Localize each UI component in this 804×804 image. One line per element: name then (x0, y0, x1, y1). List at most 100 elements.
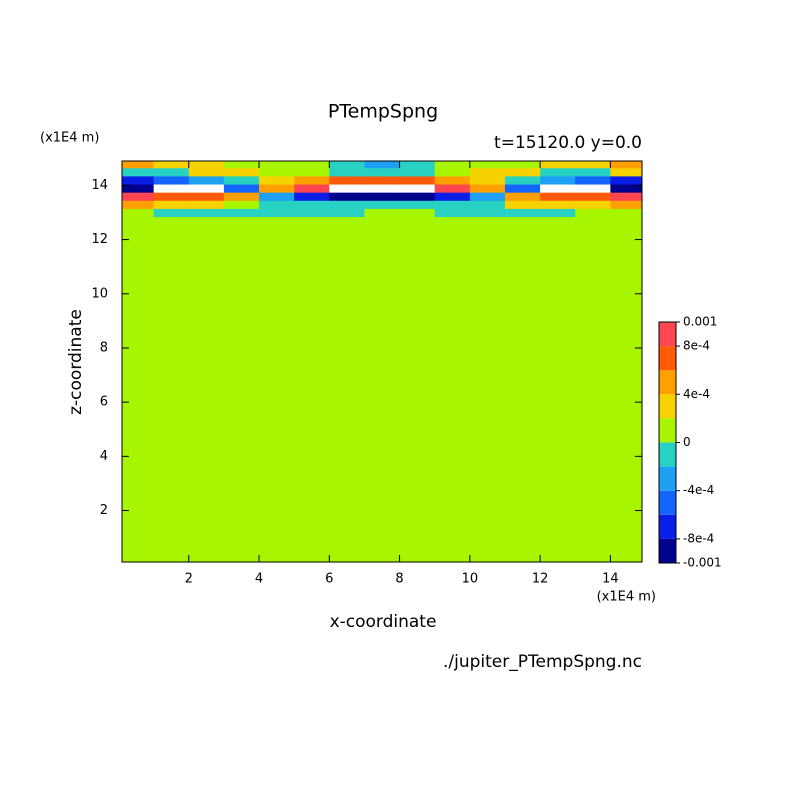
colorbar-label: 0 (683, 435, 691, 449)
x-tick-label: 8 (395, 572, 403, 587)
contour-cell (188, 208, 225, 218)
contour-cell (294, 184, 330, 193)
colorbar-band (659, 514, 676, 539)
contour-cell (504, 192, 541, 201)
contour-cell (259, 167, 295, 177)
contour-cell (399, 175, 436, 185)
contour-cell (540, 208, 576, 218)
contour-cell (122, 208, 155, 218)
plot-frame (121, 160, 643, 563)
contour-cell (259, 200, 295, 209)
contour-cell (329, 175, 365, 185)
chart-subtitle: t=15120.0 y=0.0 (494, 133, 642, 153)
contour-cell (504, 200, 541, 209)
colorbar-band (659, 466, 676, 491)
colorbar-band (659, 418, 676, 443)
contour-cell (259, 184, 295, 193)
contour-cell (575, 184, 611, 193)
contour-cell (434, 175, 471, 185)
contour-cell (188, 200, 225, 209)
colorbar-band (659, 346, 676, 371)
contour-cell (188, 175, 225, 185)
y-axis-label: z-coordinate (66, 309, 86, 415)
contour-cell (223, 208, 260, 218)
contour-cell (364, 200, 401, 209)
contour-cell (223, 200, 260, 209)
x-tick-label: 12 (532, 572, 549, 587)
chart-title: PTempSpng (328, 101, 438, 123)
colorbar-label: -8e-4 (683, 531, 714, 545)
contour-cell (153, 167, 190, 177)
contour-cell (294, 175, 330, 185)
contour-cell (469, 175, 506, 185)
contour-cell (540, 161, 576, 169)
contour-cell (223, 184, 260, 193)
contour-cell (504, 167, 541, 177)
y-tick-label: 8 (100, 340, 108, 355)
contour-cell (610, 184, 643, 193)
colorbar-label: 0.001 (683, 315, 717, 329)
contour-cell (469, 161, 506, 169)
contour-cell (610, 200, 643, 209)
colorbar-band (659, 538, 676, 563)
colorbar-label: -4e-4 (683, 483, 714, 497)
contour-cell (399, 184, 436, 193)
contour-cell (610, 161, 643, 169)
x-tick-label: 6 (325, 572, 333, 587)
contour-cell (504, 175, 541, 185)
contour-cell (223, 175, 260, 185)
contour-cell (434, 200, 471, 209)
contour-cell (399, 161, 436, 169)
colorbar-label: 8e-4 (683, 339, 710, 353)
contour-cell (188, 192, 225, 201)
contour-cell (364, 175, 401, 185)
contour-cell (434, 167, 471, 177)
y-tick-label: 4 (100, 449, 108, 464)
contour-cell (469, 167, 506, 177)
contour-cell (122, 175, 155, 185)
contour-cell (575, 175, 611, 185)
y-tick-label: 14 (91, 178, 108, 193)
contour-cell (153, 161, 190, 169)
contour-cell (223, 167, 260, 177)
contour-cell (294, 192, 330, 201)
x-tick-label: 4 (255, 572, 263, 587)
contour-cell (364, 192, 401, 201)
contour-cell (153, 184, 190, 193)
y-tick-label: 10 (91, 286, 108, 301)
contour-cell (153, 192, 190, 201)
contour-cell (122, 161, 155, 169)
contour-cell (188, 167, 225, 177)
contour-cell (329, 192, 365, 201)
contour-cell (364, 161, 401, 169)
contour-cell (122, 192, 155, 201)
contour-cell (223, 192, 260, 201)
contour-cell (434, 161, 471, 169)
source-label: ./jupiter_PTempSpng.nc (443, 652, 642, 672)
contour-cell (153, 175, 190, 185)
contour-cell (329, 167, 365, 177)
contour-cell (122, 184, 155, 193)
contour-cell (153, 208, 190, 218)
y-tick-label: 6 (100, 395, 108, 410)
contour-cell (575, 161, 611, 169)
contour-cell (294, 208, 330, 218)
contour-cell (575, 167, 611, 177)
contour-cell (329, 208, 365, 218)
colorbar-label: 4e-4 (683, 387, 710, 401)
contour-cell (469, 184, 506, 193)
x-tick-label: 14 (602, 572, 619, 587)
contour-cell (294, 167, 330, 177)
contour-cell (294, 161, 330, 169)
colorbar-band (659, 370, 676, 395)
contour-cell (399, 167, 436, 177)
contour-cell (259, 208, 295, 218)
contour-cell (504, 184, 541, 193)
contour-cell (434, 192, 471, 201)
contour-cell (188, 184, 225, 193)
x-tick-label: 2 (185, 572, 193, 587)
contour-cell (329, 161, 365, 169)
x-unit: (x1E4 m) (597, 590, 656, 605)
contour-cell (259, 192, 295, 201)
colorbar-label: -0.001 (683, 556, 722, 570)
